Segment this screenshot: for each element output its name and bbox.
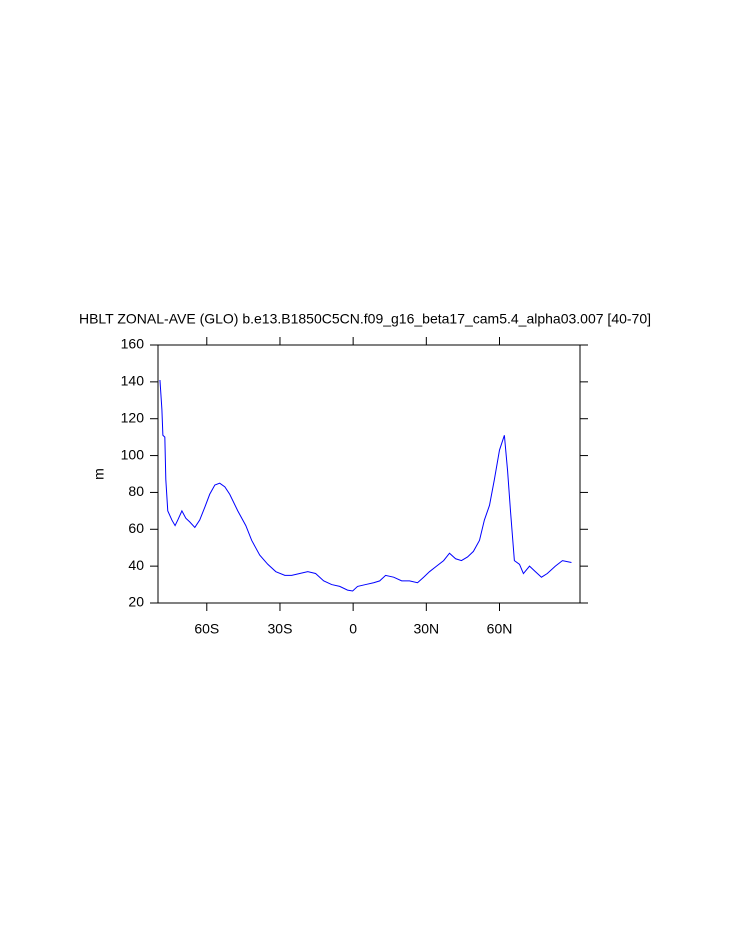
y-tick-label: 140 — [121, 373, 145, 389]
plot-frame — [157, 344, 581, 604]
y-tick-label: 100 — [121, 446, 145, 462]
y-tick-label: 40 — [128, 557, 144, 573]
y-tick-label: 80 — [128, 483, 144, 499]
x-tick-label: 60N — [487, 621, 513, 637]
data-line — [159, 379, 572, 592]
x-tick-label: 30S — [268, 621, 293, 637]
y-tick-label: 120 — [121, 409, 145, 425]
chart-title: HBLT ZONAL-AVE (GLO) b.e13.B1850C5CN.f09… — [79, 311, 651, 327]
x-tick-label: 60S — [194, 621, 219, 637]
y-axis-label: m — [91, 468, 107, 480]
x-tick-label: 0 — [349, 621, 357, 637]
y-tick-label: 60 — [128, 520, 144, 536]
y-tick-label: 160 — [121, 336, 145, 352]
x-tick-label: 30N — [413, 621, 439, 637]
y-tick-label: 20 — [128, 594, 144, 610]
